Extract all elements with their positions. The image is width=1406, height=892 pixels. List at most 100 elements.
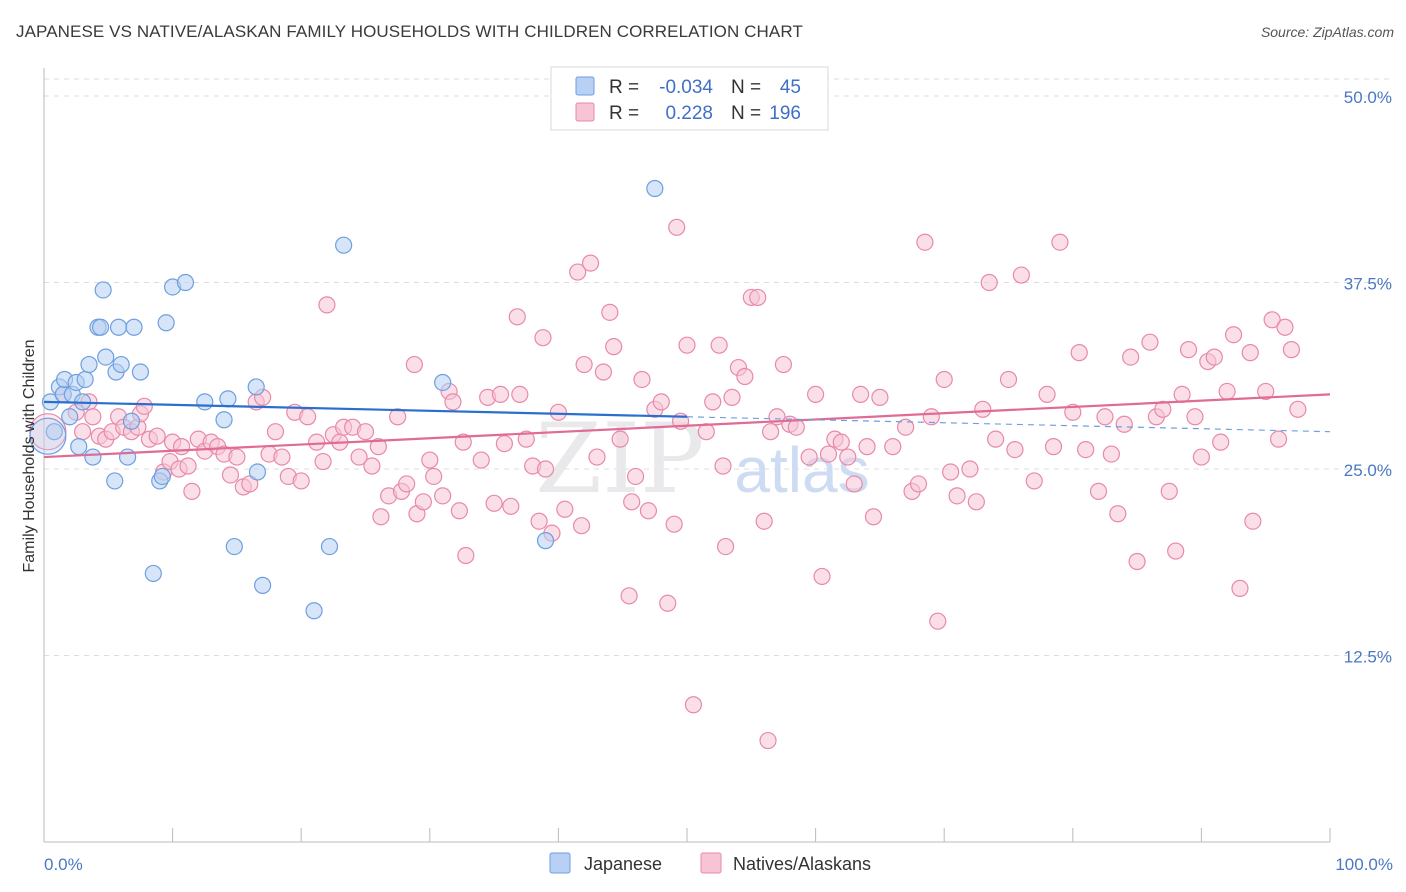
- native-point: [761, 423, 780, 441]
- japanese-point: [106, 472, 124, 490]
- legend-r-label: R =: [609, 77, 639, 98]
- native-point: [372, 508, 390, 526]
- native-point: [813, 567, 831, 586]
- native-point: [221, 466, 240, 484]
- bottom-legend-swatch-japanese: [549, 852, 571, 874]
- native-point: [318, 296, 336, 314]
- native-point: [398, 475, 416, 493]
- native-point: [605, 338, 623, 356]
- tick-labels: 12.5% 25.0% 37.5% 50.0% 0.0% 100.0%: [44, 88, 1393, 874]
- native-point: [832, 433, 850, 451]
- native-point: [1289, 400, 1307, 418]
- japanese-point: [91, 318, 110, 336]
- native-point: [935, 370, 953, 389]
- native-points: [29, 218, 1307, 750]
- native-point: [1077, 441, 1095, 459]
- native-point: [800, 448, 818, 466]
- native-point: [858, 438, 876, 456]
- native-point: [852, 385, 870, 403]
- native-point: [1038, 385, 1056, 403]
- native-point: [534, 329, 552, 347]
- native-point: [897, 418, 915, 436]
- legend-n-label: N =: [731, 103, 761, 124]
- native-point: [961, 460, 979, 478]
- native-point: [1282, 341, 1301, 359]
- japanese-point: [125, 318, 143, 336]
- legend-swatch-japanese: [575, 76, 595, 96]
- japanese-point: [215, 411, 233, 429]
- native-point: [1025, 472, 1043, 490]
- native-point: [556, 500, 574, 518]
- native-point: [179, 457, 197, 475]
- native-point: [350, 448, 368, 466]
- native-point: [948, 487, 966, 505]
- native-point: [601, 303, 619, 321]
- japanese-point: [29, 417, 67, 455]
- native-point: [759, 731, 777, 750]
- native-point: [84, 408, 102, 426]
- trend-layer: [43, 393, 1331, 459]
- native-point: [871, 388, 889, 406]
- native-point: [1263, 311, 1281, 329]
- native-point: [183, 482, 201, 500]
- native-point: [135, 397, 153, 415]
- native-point: [530, 512, 548, 530]
- legend-r-value-native: 0.228: [665, 103, 713, 124]
- legend-n-label: N =: [731, 77, 761, 98]
- japanese-point: [157, 314, 175, 332]
- native-point: [1186, 408, 1204, 426]
- native-point: [845, 475, 863, 493]
- japanese-point: [84, 448, 102, 466]
- bottom-legend: Japanese Natives/Alaskans: [549, 852, 871, 874]
- y-tick-label: 37.5%: [1344, 275, 1392, 294]
- native-point: [1269, 430, 1288, 448]
- native-point: [916, 233, 934, 251]
- japanese-point: [254, 576, 272, 594]
- native-point: [472, 451, 490, 469]
- native-point: [502, 497, 520, 515]
- japanese-point: [144, 564, 162, 583]
- native-point: [369, 438, 387, 456]
- native-point: [929, 612, 947, 630]
- chart-title: JAPANESE VS NATIVE/ALASKAN FAMILY HOUSEH…: [16, 22, 803, 41]
- legend-swatch-native: [575, 102, 595, 122]
- japanese-point: [305, 602, 323, 620]
- native-point: [987, 430, 1005, 448]
- y-tick-label: 25.0%: [1344, 461, 1392, 480]
- native-point: [1115, 415, 1133, 433]
- native-point: [1244, 512, 1262, 530]
- native-point: [485, 494, 503, 512]
- native-point: [299, 408, 317, 426]
- native-point: [1231, 579, 1249, 597]
- native-point: [1006, 441, 1024, 459]
- native-point: [1205, 348, 1223, 366]
- native-point: [495, 435, 513, 453]
- native-point: [363, 457, 381, 475]
- x-tick-label: 100.0%: [1335, 855, 1393, 874]
- native-point: [1179, 341, 1198, 359]
- native-point: [292, 472, 310, 490]
- native-point: [704, 393, 722, 411]
- legend-r-value-japanese: -0.034: [659, 77, 713, 98]
- native-point: [884, 438, 902, 456]
- native-point: [678, 336, 696, 354]
- native-point: [405, 355, 423, 374]
- bottom-legend-label-native: Natives/Alaskans: [733, 854, 871, 874]
- native-point: [1154, 400, 1172, 418]
- japanese-point: [225, 537, 243, 556]
- japanese-point: [80, 355, 98, 374]
- native-point: [581, 254, 600, 272]
- native-point: [1096, 408, 1114, 426]
- native-point: [736, 367, 754, 386]
- native-point: [774, 355, 793, 374]
- native-point: [450, 502, 468, 520]
- japanese-trend-extension: [686, 416, 1331, 433]
- japanese-point: [131, 363, 150, 381]
- japanese-point: [112, 355, 130, 374]
- native-point: [314, 452, 332, 471]
- native-point: [1141, 333, 1159, 351]
- native-point: [228, 448, 246, 466]
- japanese-point: [45, 423, 63, 441]
- native-point: [668, 218, 686, 236]
